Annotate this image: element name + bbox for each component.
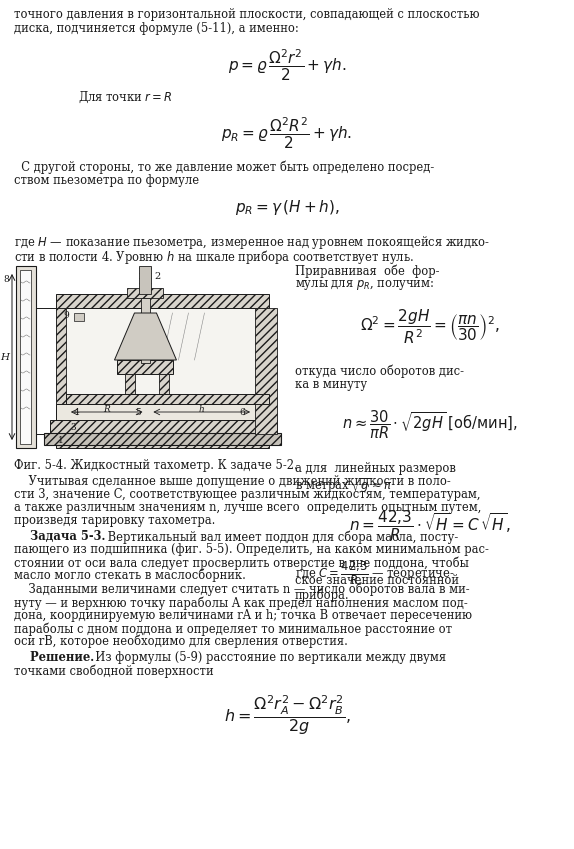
Text: 2: 2 [154, 272, 161, 281]
Text: 6: 6 [239, 408, 245, 417]
Text: 1: 1 [58, 436, 64, 445]
Text: Фиг. 5-4. Жидкостный тахометр. К задаче 5-2.: Фиг. 5-4. Жидкостный тахометр. К задаче … [14, 459, 298, 472]
Text: $p = \varrho\,\dfrac{\Omega^2 r^2}{2} + \gamma h.$: $p = \varrho\,\dfrac{\Omega^2 r^2}{2} + … [228, 48, 346, 83]
Text: в метрах $\sqrt{g} \approx \pi$: в метрах $\sqrt{g} \approx \pi$ [295, 476, 392, 495]
Text: откуда число оборотов дис-: откуда число оборотов дис- [295, 364, 464, 378]
Text: 8: 8 [3, 275, 9, 284]
Text: а также различным значениям n, лучше всего  определить опытным путем,: а также различным значениям n, лучше все… [14, 501, 482, 514]
Text: 5: 5 [135, 408, 141, 417]
Text: ка в минуту: ка в минуту [295, 378, 367, 391]
Text: С другой стороны, то же давление может быть определено посред-: С другой стороны, то же давление может б… [14, 160, 435, 173]
Bar [66, 394, 269, 404]
Text: оси rB, которое необходимо для сверления отверстия.: оси rB, которое необходимо для сверления… [14, 635, 348, 649]
Text: пающего из подшипника (фиг. 5-5). Определить, на каком минимальном рас-: пающего из подшипника (фиг. 5-5). Опреде… [14, 543, 489, 556]
Text: дона, координируемую величинами rA и h; точка B отвечает пересечению: дона, координируемую величинами rA и h; … [14, 609, 472, 622]
Bar [118, 360, 173, 374]
Text: Решение.: Решение. [14, 651, 94, 664]
Text: H: H [0, 352, 9, 362]
Polygon shape [114, 313, 176, 360]
Bar [74, 313, 84, 321]
Text: диска, подчиняется формуле (5-11), а именно:: диска, подчиняется формуле (5-11), а име… [14, 22, 298, 35]
Bar [56, 308, 269, 434]
Text: где $H$ — показание пьезометра, измеренное над уровнем покоящейся жидко-: где $H$ — показание пьезометра, измеренн… [14, 234, 490, 251]
Text: нуту — и верхнюю точку параболы A как предел наполнения маслом под-: нуту — и верхнюю точку параболы A как пр… [14, 596, 468, 610]
Text: а для  линейных размеров: а для линейных размеров [295, 462, 456, 475]
Text: Вертикальный вал имеет поддон для сбора масла, посту-: Вертикальный вал имеет поддон для сбора … [104, 530, 458, 543]
Text: стоянии от оси вала следует просверлить отверстие в дне поддона, чтобы: стоянии от оси вала следует просверлить … [14, 556, 469, 570]
Text: Заданными величинами следует считать n — число оборотов вала в ми-: Заданными величинами следует считать n —… [14, 583, 470, 597]
Text: произведя тарировку тахометра.: произведя тарировку тахометра. [14, 514, 215, 527]
Text: 3: 3 [70, 423, 76, 432]
Bar [255, 308, 277, 434]
Text: мулы для $p_R$, получим:: мулы для $p_R$, получим: [295, 278, 435, 292]
Text: сти 3, значение C, соответствующее различным жидкостям, температурам,: сти 3, значение C, соответствующее разли… [14, 488, 480, 501]
Text: $p_R = \gamma\,(H + h),$: $p_R = \gamma\,(H + h),$ [235, 198, 339, 217]
Text: $h = \dfrac{\Omega^2 r_A^2 - \Omega^2 r_B^2}{2g},$: $h = \dfrac{\Omega^2 r_A^2 - \Omega^2 r_… [223, 694, 351, 737]
Text: R: R [103, 405, 110, 414]
Bar [56, 404, 269, 420]
Bar [56, 294, 269, 308]
Text: Для точки $r = R$: Для точки $r = R$ [78, 90, 173, 105]
Bar [141, 298, 150, 363]
Text: Приравнивая  обе  фор-: Приравнивая обе фор- [295, 264, 440, 278]
Bar [20, 270, 31, 444]
Text: $n = \dfrac{42{,}3}{R} \cdot \sqrt{H} = C\,\sqrt{H},$: $n = \dfrac{42{,}3}{R} \cdot \sqrt{H} = … [349, 508, 511, 543]
Text: Учитывая сделанное выше допущение о движений жидкости в поло-: Учитывая сделанное выше допущение о движ… [14, 475, 451, 488]
Text: ством пьезометра по формуле: ством пьезометра по формуле [14, 174, 199, 187]
Text: Из формулы (5-9) расстояние по вертикали между двумя: Из формулы (5-9) расстояние по вертикали… [88, 651, 446, 664]
Text: $p_R = \varrho\,\dfrac{\Omega^2 R^2}{2} + \gamma h.$: $p_R = \varrho\,\dfrac{\Omega^2 R^2}{2} … [222, 116, 352, 151]
Bar [126, 374, 135, 394]
Text: параболы с дном поддона и определяет то минимальное расстояние от: параболы с дном поддона и определяет то … [14, 622, 452, 636]
Text: 9: 9 [63, 312, 69, 321]
Text: прибора.: прибора. [295, 588, 350, 601]
Text: $\Omega^2 = \dfrac{2gH}{R^2} = \left(\dfrac{\pi n}{30}\right)^2,$: $\Omega^2 = \dfrac{2gH}{R^2} = \left(\df… [360, 308, 500, 346]
Text: где $C = \dfrac{42{,}3}{R}$ — теоретиче-: где $C = \dfrac{42{,}3}{R}$ — теоретиче- [295, 560, 455, 587]
Text: точками свободной поверхности: точками свободной поверхности [14, 664, 214, 678]
Text: Задача 5-3.: Задача 5-3. [14, 530, 106, 543]
Bar [50, 420, 277, 433]
Bar [16, 266, 36, 448]
Bar [44, 433, 281, 445]
Text: масло могло стекать в маслосборник.: масло могло стекать в маслосборник. [14, 569, 246, 582]
Text: 4: 4 [74, 408, 80, 417]
Bar [56, 434, 269, 448]
Text: h: h [199, 405, 204, 414]
Text: ское значение постоянной: ское значение постоянной [295, 574, 459, 587]
Text: точного давления в горизонтальной плоскости, совпадающей с плоскостью: точного давления в горизонтальной плоско… [14, 8, 479, 21]
Bar [160, 374, 169, 394]
Bar [139, 266, 152, 294]
Text: сти в полости 4. Уровню $h$ на шкале прибора соответствует нуль.: сти в полости 4. Уровню $h$ на шкале при… [14, 248, 414, 266]
Text: $n \approx \dfrac{30}{\pi R} \cdot \sqrt{2gH}\;[\text{об/мин}],$: $n \approx \dfrac{30}{\pi R} \cdot \sqrt… [342, 408, 518, 441]
Bar [56, 308, 66, 434]
Bar [127, 288, 164, 298]
